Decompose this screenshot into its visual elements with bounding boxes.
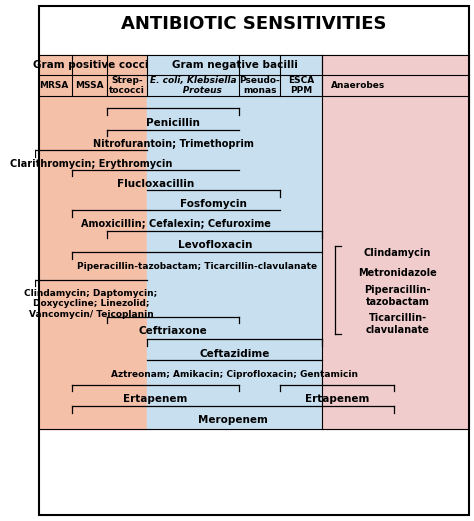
Bar xyxy=(39,55,147,75)
Text: Flucloxacillin: Flucloxacillin xyxy=(117,179,194,189)
Bar xyxy=(147,55,322,75)
Text: Ceftazidime: Ceftazidime xyxy=(199,349,270,359)
Bar xyxy=(39,96,147,429)
Text: Metronidazole: Metronidazole xyxy=(358,268,437,279)
Text: Strep-
tococci: Strep- tococci xyxy=(109,76,145,95)
Text: MSSA: MSSA xyxy=(75,81,104,90)
Text: Clarithromycin; Erythromycin: Clarithromycin; Erythromycin xyxy=(10,159,172,169)
Bar xyxy=(147,75,322,96)
Text: Piperacillin-
tazobactam: Piperacillin- tazobactam xyxy=(364,285,431,307)
Text: ANTIBIOTIC SENSITIVITIES: ANTIBIOTIC SENSITIVITIES xyxy=(121,15,387,33)
Text: Anaerobes: Anaerobes xyxy=(331,81,385,90)
Text: Gram negative bacilli: Gram negative bacilli xyxy=(172,60,297,70)
Bar xyxy=(39,75,147,96)
Bar xyxy=(322,75,469,96)
Text: Ceftriaxone: Ceftriaxone xyxy=(139,326,208,336)
Text: Levofloxacin: Levofloxacin xyxy=(178,240,252,250)
Text: Ertapenem: Ertapenem xyxy=(305,394,370,404)
Text: ESCA
PPM: ESCA PPM xyxy=(288,76,314,95)
Text: Pseudo-
monas: Pseudo- monas xyxy=(239,76,280,95)
Text: Clindamycin; Daptomycin;
Doxycycline; Linezolid;
Vancomycin/ Teicoplanin: Clindamycin; Daptomycin; Doxycycline; Li… xyxy=(24,289,157,319)
Text: Meropenem: Meropenem xyxy=(199,415,268,425)
Text: Amoxicillin; Cefalexin; Cefuroxime: Amoxicillin; Cefalexin; Cefuroxime xyxy=(82,219,271,229)
Bar xyxy=(39,6,469,55)
Text: Ticarcillin-
clavulanate: Ticarcillin- clavulanate xyxy=(365,313,429,334)
Text: Aztreonam; Amikacin; Ciprofloxacin; Gentamicin: Aztreonam; Amikacin; Ciprofloxacin; Gent… xyxy=(111,369,358,379)
Bar xyxy=(322,55,469,75)
Text: MRSA: MRSA xyxy=(39,81,68,90)
Text: Clindamycin: Clindamycin xyxy=(364,247,431,258)
Text: E. coli, Klebsiella
      Proteus: E. coli, Klebsiella Proteus xyxy=(149,76,236,95)
Text: Ertapenem: Ertapenem xyxy=(123,394,188,404)
Text: Fosfomycin: Fosfomycin xyxy=(180,199,247,209)
Text: Gram positive cocci: Gram positive cocci xyxy=(33,60,149,70)
Text: Piperacillin-tazobactam; Ticarcillin-clavulanate: Piperacillin-tazobactam; Ticarcillin-cla… xyxy=(77,262,317,270)
Text: Penicillin: Penicillin xyxy=(146,118,200,128)
Text: Nitrofurantoin; Trimethoprim: Nitrofurantoin; Trimethoprim xyxy=(92,139,254,149)
Bar xyxy=(147,96,322,429)
Bar xyxy=(322,96,469,429)
